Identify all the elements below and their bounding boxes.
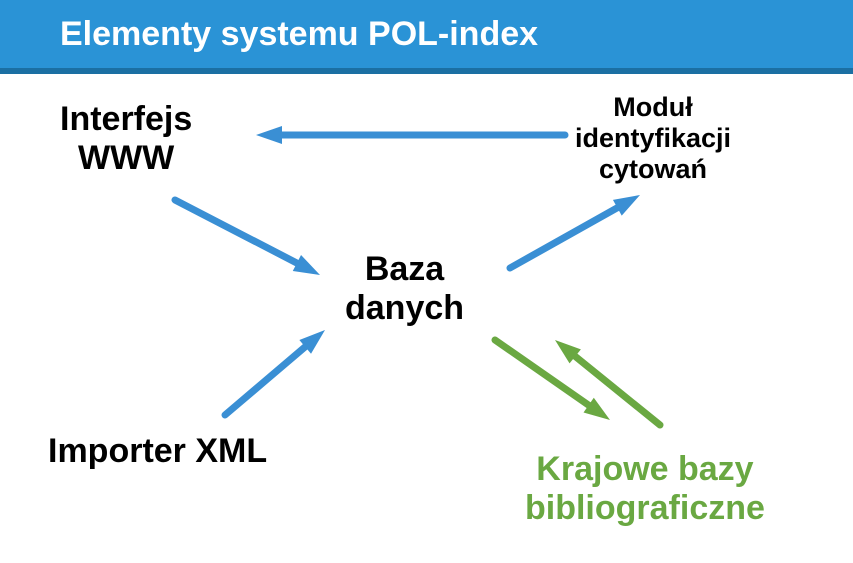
node-baza-danych: Baza danych [345, 250, 464, 328]
node-interfejs-www: Interfejs WWW [60, 100, 192, 178]
page-title: Elementy systemu POL-index [60, 15, 538, 54]
title-bar: Elementy systemu POL-index [0, 0, 853, 68]
node-modul-identyfikacji: Moduł identyfikacji cytowań [575, 92, 731, 185]
title-underline [0, 68, 853, 74]
node-importer-xml: Importer XML [48, 432, 267, 471]
node-krajowe-bazy: Krajowe bazy bibliograficzne [525, 450, 765, 528]
